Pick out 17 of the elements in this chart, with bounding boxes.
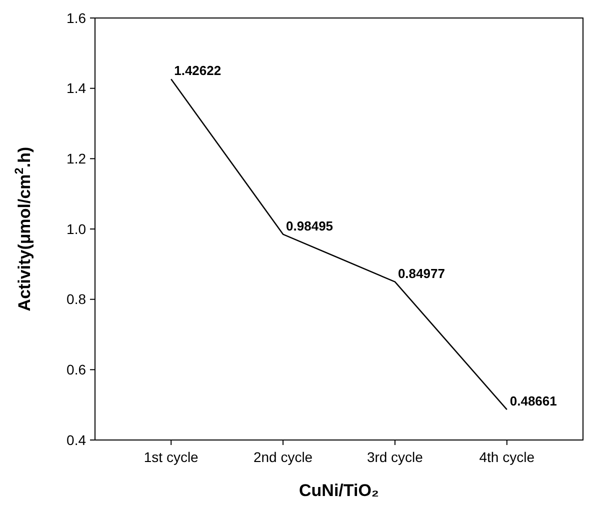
x-tick-label: 4th cycle: [479, 449, 535, 465]
data-label: 0.98495: [286, 218, 334, 234]
y-tick-label: 1.0: [66, 220, 86, 237]
x-tick-label: 2nd cycle: [253, 449, 313, 465]
x-tick-label: 1st cycle: [144, 449, 199, 465]
line-series: [170, 78, 508, 410]
data-label: 0.48661: [510, 394, 557, 409]
data-label: 0.84977: [398, 266, 445, 281]
y-tick-label: 1.6: [66, 10, 86, 26]
x-tick-label: 3rd cycle: [366, 449, 424, 465]
y-tick-label: 0.8: [66, 291, 86, 308]
x-axis-title: CuNi/TiO₂: [299, 481, 379, 500]
data-label: 1.42622: [174, 63, 222, 78]
y-tick-label: 1.2: [66, 150, 86, 167]
y-tick-label: 1.4: [66, 80, 86, 96]
y-tick-label: 0.6: [66, 362, 86, 378]
y-tick-label: 0.4: [66, 432, 86, 448]
